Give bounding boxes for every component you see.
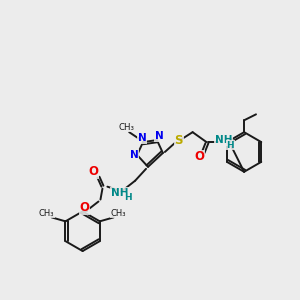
Text: O: O — [194, 150, 205, 164]
Text: O: O — [80, 201, 90, 214]
Text: CH₃: CH₃ — [39, 209, 54, 218]
Text: N: N — [138, 133, 146, 143]
Text: H: H — [226, 140, 234, 149]
Text: NH: NH — [110, 188, 128, 198]
Text: CH₃: CH₃ — [118, 123, 134, 132]
Text: S: S — [175, 134, 183, 147]
Text: N: N — [154, 131, 163, 141]
Text: NH: NH — [214, 135, 232, 145]
Text: O: O — [88, 165, 98, 178]
Text: CH₃: CH₃ — [111, 209, 126, 218]
Text: H: H — [124, 193, 132, 202]
Text: N: N — [130, 150, 139, 160]
